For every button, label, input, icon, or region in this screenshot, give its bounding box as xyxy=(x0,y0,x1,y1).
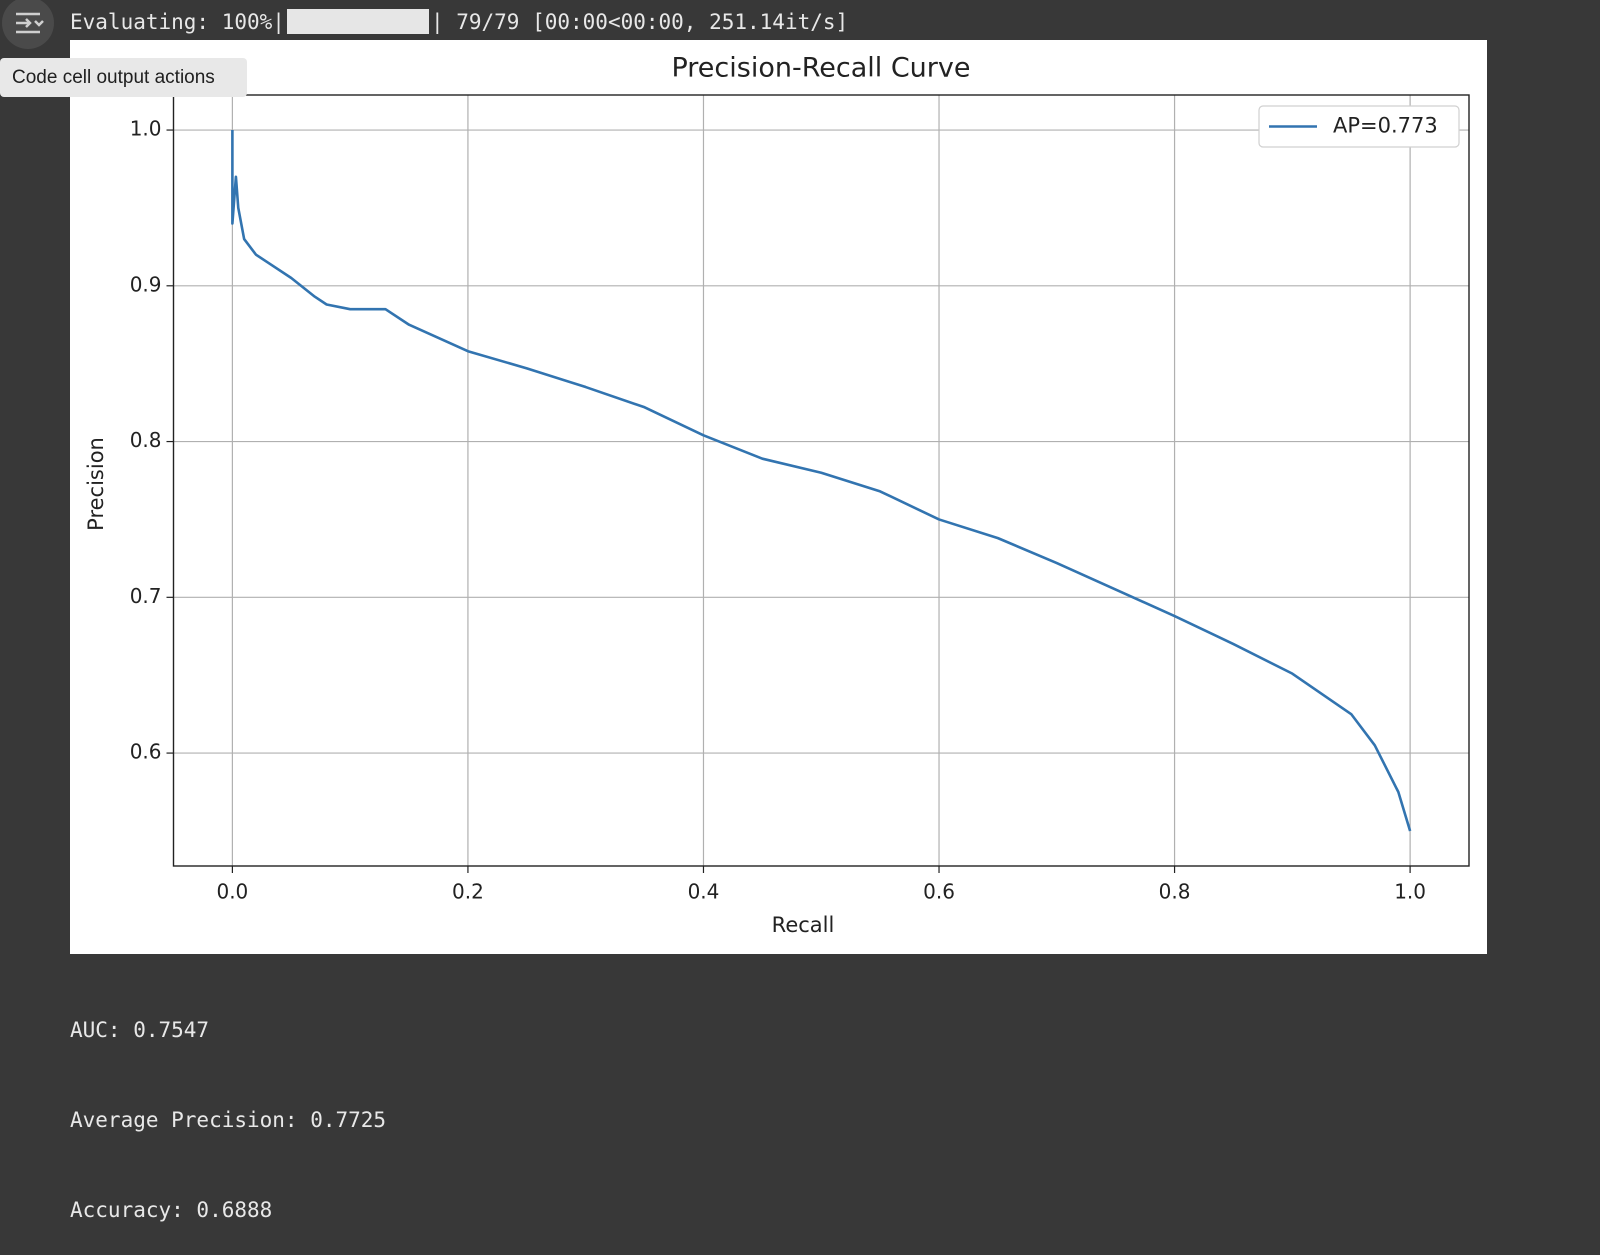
y-tick-label: 1.0 xyxy=(130,117,162,141)
legend-box xyxy=(1258,105,1460,148)
x-tick-label: 0.6 xyxy=(923,880,955,904)
chart-title: Precision-Recall Curve xyxy=(671,53,970,84)
output-line: Average Precision: 0.7725 xyxy=(70,1108,387,1132)
y-tick-label: 0.7 xyxy=(130,584,162,608)
progress-line: Evaluating: 100%| | 79/79 [00:00<00:00, 2… xyxy=(70,9,848,34)
output-line: Accuracy: 0.6888 xyxy=(70,1198,273,1222)
y-tick-label: 0.9 xyxy=(130,272,162,296)
x-tick-label: 0.8 xyxy=(1159,880,1191,904)
y-tick-label: 0.6 xyxy=(130,740,162,764)
y-tick-label: 0.8 xyxy=(130,428,162,452)
figure: Precision-Recall Curve Recall Precision … xyxy=(70,40,1487,954)
y-axis-label: Precision xyxy=(84,437,108,531)
page: {"progress": {"label": "Evaluating: 100%… xyxy=(0,0,1487,1222)
x-tick-label: 0.4 xyxy=(688,880,720,904)
axes-frame xyxy=(172,94,1470,867)
tooltip: Code cell output actions xyxy=(0,58,247,97)
progress-bar xyxy=(286,9,429,34)
output-actions-button[interactable] xyxy=(2,0,54,49)
legend: AP=0.773 xyxy=(1258,105,1460,148)
pr-curve xyxy=(231,130,1412,832)
x-tick-label: 1.0 xyxy=(1394,880,1426,904)
x-axis-label: Recall xyxy=(772,913,835,937)
legend-label: AP=0.773 xyxy=(1333,114,1438,138)
x-tick-label: 0.0 xyxy=(216,880,248,904)
progress-label: Evaluating: 100%| xyxy=(70,9,285,34)
chart: Precision-Recall Curve Recall Precision … xyxy=(84,53,1470,937)
progress-stats: | 79/79 [00:00<00:00, 251.14it/s] xyxy=(430,9,849,34)
x-tick-label: 0.2 xyxy=(452,880,484,904)
output-text: AUC: 0.7547 Average Precision: 0.7725 Ac… xyxy=(70,955,386,1255)
output-line: AUC: 0.7547 xyxy=(70,1018,210,1042)
icon xyxy=(16,12,44,34)
